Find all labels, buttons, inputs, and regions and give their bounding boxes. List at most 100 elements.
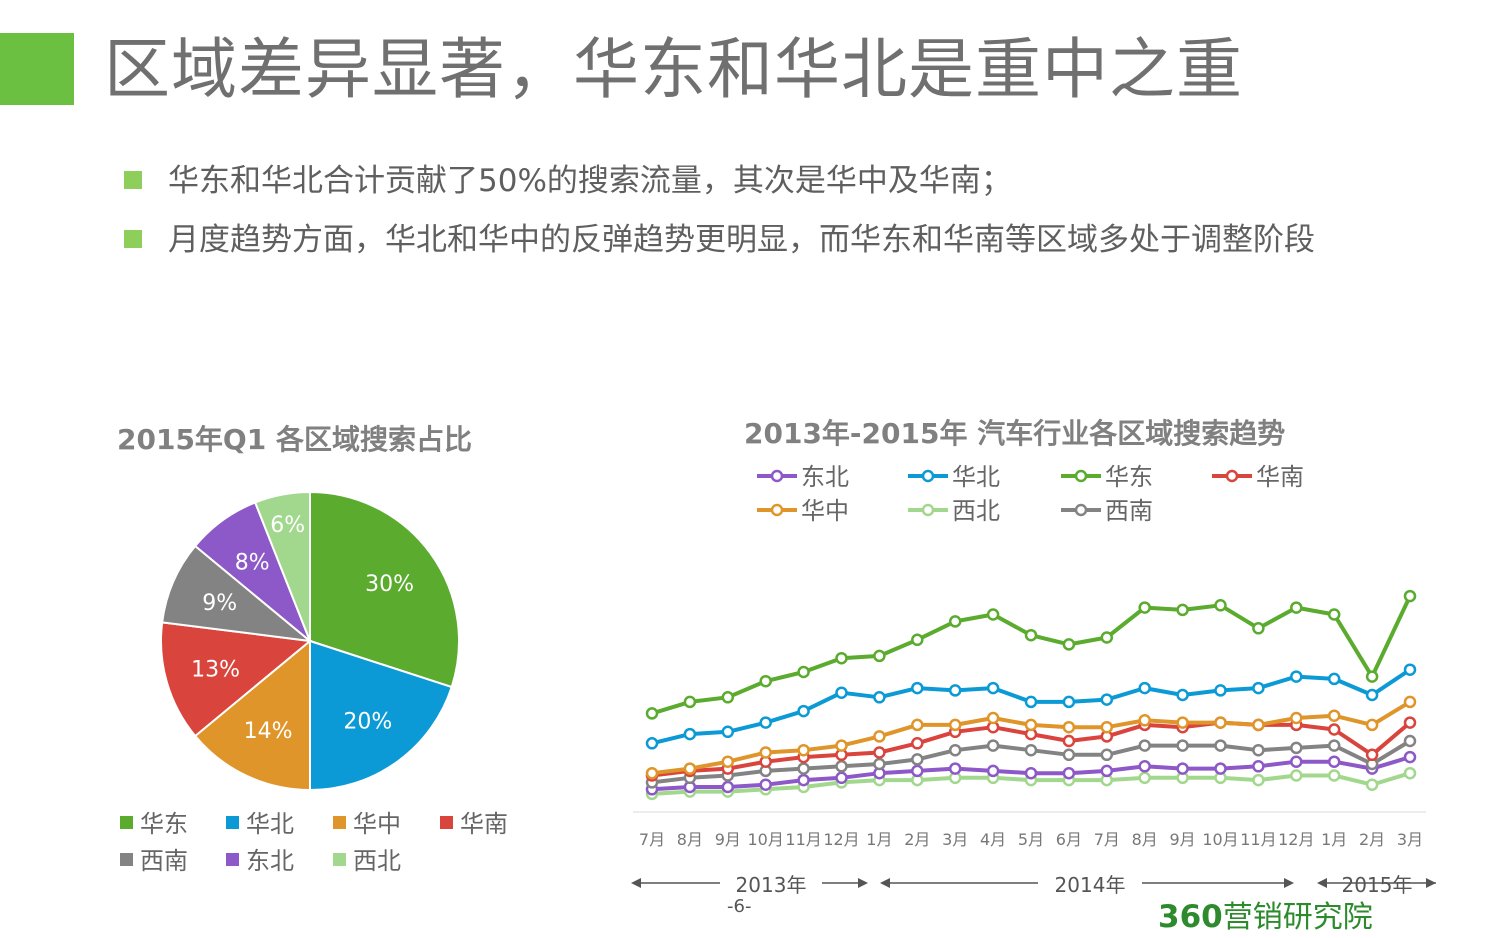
line-point-华东 xyxy=(759,674,772,688)
line-point-东北 xyxy=(797,773,810,787)
x-tick-label: 7月 xyxy=(639,830,665,849)
line-point-华北 xyxy=(721,725,735,739)
x-tick-label: 6月 xyxy=(1056,830,1082,849)
line-legend-marker xyxy=(921,469,935,483)
line-point-东北 xyxy=(1252,760,1265,773)
line-point-华中 xyxy=(759,746,772,759)
x-tick-label: 9月 xyxy=(1170,830,1196,849)
line-point-华北 xyxy=(1327,672,1341,686)
year-arrow-head xyxy=(1317,878,1327,888)
page-title: 区域差异显著，华东和华北是重中之重 xyxy=(104,31,1243,108)
x-tick-label: 5月 xyxy=(1018,830,1044,849)
x-tick-label: 9月 xyxy=(715,830,741,849)
pie-legend-swatch xyxy=(226,816,239,829)
line-point-西南 xyxy=(1176,739,1189,752)
line-point-华东 xyxy=(1062,638,1076,651)
bullet-1: 华东和华北合计贡献了50%的搜索流量，其次是华中及华南； xyxy=(124,155,1012,200)
x-tick-label: 12月 xyxy=(823,830,859,849)
line-point-西南 xyxy=(1100,748,1114,762)
line-point-华北 xyxy=(986,681,1000,695)
pie-data-label: 13% xyxy=(191,657,240,682)
bullet-1-text: 华东和华北合计贡献了50%的搜索流量，其次是华中及华南； xyxy=(168,163,1012,199)
line-point-华东 xyxy=(986,608,1000,621)
pie-legend-swatch xyxy=(440,816,453,829)
line-point-华东 xyxy=(1290,601,1303,614)
pie-slice-华南 xyxy=(160,621,313,738)
line-point-东北 xyxy=(1290,755,1303,768)
line-point-西北 xyxy=(1252,773,1265,787)
line-point-西北 xyxy=(1327,769,1341,782)
line-point-华东 xyxy=(1176,603,1189,617)
x-tick-label: 10月 xyxy=(1202,830,1238,849)
line-point-华北 xyxy=(683,727,697,741)
line-point-华东 xyxy=(1327,608,1341,621)
line-point-华南 xyxy=(1062,734,1076,748)
line-point-华北 xyxy=(797,704,810,718)
pie-chart-title: 2015年Q1 各区域搜索占比 xyxy=(117,423,472,456)
line-point-西南 xyxy=(1403,734,1417,748)
x-tick-label: 11月 xyxy=(785,830,821,849)
pie-legend-label: 东北 xyxy=(246,847,294,875)
line-point-华北 xyxy=(1176,688,1189,702)
line-point-东北 xyxy=(986,764,1000,778)
pie-legend-label: 华中 xyxy=(353,810,401,838)
pie-slice-华东 xyxy=(309,490,460,689)
year-group-label: 2015年 xyxy=(1342,873,1413,897)
line-point-西南 xyxy=(911,753,924,766)
line-point-华北 xyxy=(1214,684,1227,697)
pie-data-label: 30% xyxy=(365,572,414,597)
line-point-华北 xyxy=(759,716,772,729)
line-point-华中 xyxy=(1138,714,1151,727)
pie-data-label: 9% xyxy=(202,591,237,616)
x-tick-label: 3月 xyxy=(942,830,968,849)
line-point-东北 xyxy=(1024,766,1038,780)
line-point-华中 xyxy=(721,755,735,768)
line-point-东北 xyxy=(1176,762,1189,775)
logo-text: 营销研究院 xyxy=(1222,900,1373,935)
line-point-华中 xyxy=(986,711,1000,725)
line-point-西南 xyxy=(948,743,962,757)
line-point-华东 xyxy=(1365,670,1379,683)
line-point-东北 xyxy=(911,764,924,778)
brand-logo: 360营销研究院 xyxy=(1158,892,1373,936)
line-point-华中 xyxy=(1062,720,1076,734)
line-point-华东 xyxy=(873,649,886,663)
line-legend-marker xyxy=(1074,503,1088,517)
line-point-东北 xyxy=(759,778,772,791)
line-point-华东 xyxy=(835,651,848,665)
year-group-label: 2014年 xyxy=(1055,873,1126,897)
line-legend-label: 华中 xyxy=(801,497,849,525)
line-point-华东 xyxy=(683,695,697,709)
line-point-东北 xyxy=(835,771,848,785)
line-point-华北 xyxy=(1100,693,1114,706)
line-point-华南 xyxy=(1327,723,1341,736)
line-point-西北 xyxy=(1138,771,1151,785)
line-point-华中 xyxy=(1403,695,1417,709)
line-point-西南 xyxy=(1138,739,1151,752)
bullet-2-text: 月度趋势方面，华北和华中的反弹趋势更明显，而华东和华南等区域多处于调整阶段 xyxy=(168,222,1315,258)
pie-legend-label: 华南 xyxy=(460,810,508,838)
line-point-西北 xyxy=(1365,778,1379,791)
pie-slice-西北 xyxy=(253,490,311,642)
line-point-华中 xyxy=(683,762,697,775)
pie-slice-华北 xyxy=(309,639,453,792)
line-point-华东 xyxy=(1024,628,1038,642)
x-tick-label: 8月 xyxy=(677,830,703,849)
line-point-华东 xyxy=(1252,622,1265,635)
line-point-华南 xyxy=(873,746,886,759)
pie-legend-label: 华东 xyxy=(140,810,188,838)
line-point-华北 xyxy=(1252,681,1265,695)
line-legend-marker xyxy=(770,469,784,483)
line-point-东北 xyxy=(1062,766,1076,780)
line-point-西北 xyxy=(1290,769,1303,782)
line-point-华中 xyxy=(835,739,848,752)
title-accent-block xyxy=(0,33,74,105)
line-point-东北 xyxy=(721,780,735,794)
x-tick-label: 1月 xyxy=(866,830,892,849)
line-point-华东 xyxy=(797,665,810,679)
line-point-西南 xyxy=(1062,748,1076,762)
line-point-华中 xyxy=(873,730,886,743)
line-point-华中 xyxy=(1024,718,1038,732)
pie-legend-swatch xyxy=(333,853,346,866)
